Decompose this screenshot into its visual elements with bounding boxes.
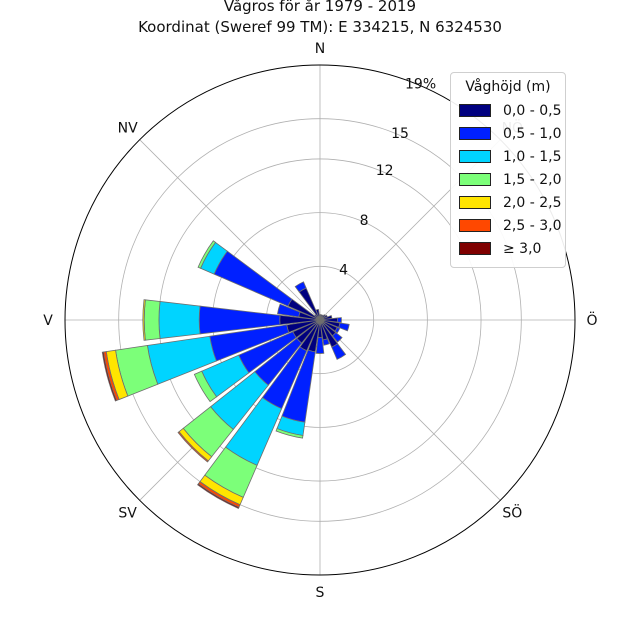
rose-bar-segment [336, 317, 342, 323]
direction-label: Ö [586, 311, 597, 329]
rose-bar-segment [338, 322, 350, 332]
legend-item: 1,5 - 2,0 [459, 168, 561, 191]
legend-label: 1,0 - 1,5 [503, 148, 562, 165]
rose-bar-segment [193, 370, 218, 403]
legend-swatch [459, 150, 491, 163]
direction-label: N [315, 41, 325, 57]
legend-label: 2,5 - 3,0 [503, 217, 562, 234]
legend-title: Våghöjd (m) [465, 79, 551, 95]
legend-swatch [459, 242, 491, 255]
direction-label: S [316, 585, 325, 601]
radial-tick-label: 8 [360, 213, 369, 229]
legend-swatch [459, 219, 491, 232]
rose-bars [101, 240, 350, 509]
legend-item: 1,0 - 1,5 [459, 145, 561, 168]
legend-swatch [459, 196, 491, 209]
rose-bar-segment [331, 343, 347, 360]
legend-label: 0,5 - 1,0 [503, 125, 562, 142]
legend-item: 0,0 - 0,5 [459, 99, 561, 122]
legend-label: ≥ 3,0 [503, 240, 542, 257]
rose-bar-segment [158, 301, 201, 339]
rose-bar-segment [197, 483, 240, 509]
legend-item: 0,5 - 1,0 [459, 122, 561, 145]
rose-bar-segment [213, 250, 293, 307]
radial-tick-label: 19% [405, 76, 436, 92]
rose-bar-segment [142, 299, 146, 341]
legend-label: 0,0 - 0,5 [503, 102, 562, 119]
legend: Våghöjd (m) 0,0 - 0,5 0,5 - 1,0 1,0 - 1,… [450, 72, 566, 268]
rose-bar-segment [177, 431, 209, 463]
radial-tick-label: 4 [339, 262, 348, 278]
rose-bar-segment [294, 281, 307, 293]
legend-swatch [459, 104, 491, 117]
polar-grid [64, 64, 576, 576]
rose-bar-segment [277, 303, 301, 318]
rose-bar-segment [334, 326, 341, 334]
chart-subtitle: Koordinat (Sweref 99 TM): E 334215, N 63… [138, 18, 502, 36]
legend-item: 2,5 - 3,0 [459, 214, 561, 237]
grid-spoke [319, 319, 501, 501]
legend-label: 1,5 - 2,0 [503, 171, 562, 188]
legend-swatch [459, 127, 491, 140]
radial-tick-label: 15 [391, 126, 409, 142]
radial-tick-label: 12 [376, 163, 394, 179]
rose-bar-segment [197, 240, 217, 269]
direction-label: V [43, 313, 53, 329]
legend-swatch [459, 173, 491, 186]
rose-bar-segment [331, 331, 343, 343]
rose-bar-segment [315, 308, 321, 321]
legend-item: ≥ 3,0 [459, 237, 557, 260]
rose-bar-segment [101, 351, 118, 402]
rose-bar-segment [315, 336, 325, 354]
rose-bar-segment [275, 428, 304, 439]
legend-item: 2,0 - 2,5 [459, 191, 561, 214]
grid-spoke [139, 139, 321, 321]
rose-bar-segment [322, 338, 330, 346]
chart-title: Vågros för år 1979 - 2019 [223, 0, 417, 15]
legend-label: 2,0 - 2,5 [503, 194, 562, 211]
rose-bar-segment [143, 299, 161, 341]
direction-label: NV [118, 121, 138, 137]
direction-label: SÖ [502, 503, 522, 521]
outer-circle [64, 64, 576, 576]
direction-label: SV [118, 505, 137, 521]
